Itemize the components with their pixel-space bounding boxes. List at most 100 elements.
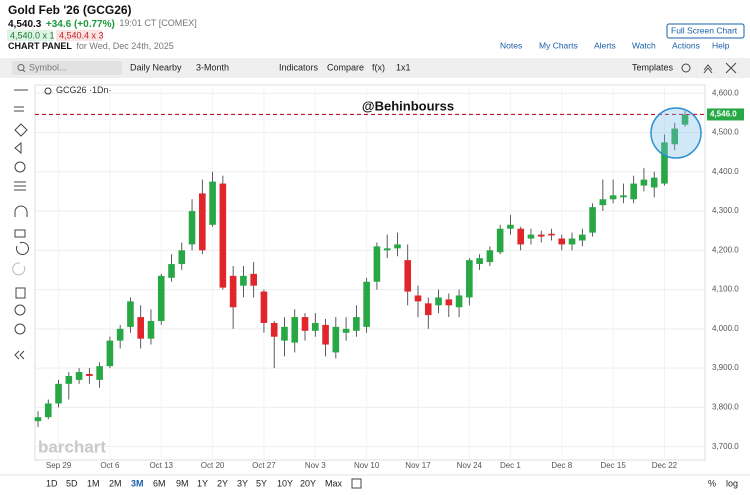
toolbar-item[interactable]: Indicators	[279, 62, 319, 72]
candle-body	[609, 195, 617, 200]
percent-toggle[interactable]: %	[708, 478, 716, 488]
header-link[interactable]: Notes	[500, 40, 522, 50]
panel-line: CHART PANEL for Wed, Dec 24th, 2025	[8, 41, 174, 51]
candle-body	[229, 275, 237, 308]
header-link[interactable]: Help	[712, 40, 730, 50]
grid: 3,700.0 3,800.0 3,900.0 4,000.0 4,100.0 4,200…	[35, 85, 739, 470]
candle-body	[517, 228, 524, 245]
range-button[interactable]: Max	[325, 478, 343, 488]
tool-zoom-in[interactable]	[14, 304, 26, 316]
settings-icon[interactable]	[681, 63, 691, 73]
candle-body	[127, 301, 134, 327]
range-button[interactable]: 9M	[176, 478, 189, 488]
header-link[interactable]: Watch	[632, 40, 656, 50]
candle-body	[311, 322, 319, 331]
bid: 4,540.0 x 1	[10, 30, 55, 40]
candle-body	[496, 228, 504, 253]
collapse-icon[interactable]	[703, 64, 713, 74]
candle-body	[414, 295, 422, 302]
x-tick-label: Oct 6	[100, 461, 120, 470]
range-button[interactable]: 1D	[46, 478, 58, 488]
candle-body	[250, 273, 257, 286]
toolbar-item[interactable]: 3-Month	[196, 62, 229, 72]
range-button[interactable]: 5Y	[256, 478, 267, 488]
ask: 4,540.4 x 3	[59, 30, 104, 40]
candle-body	[342, 328, 350, 333]
range-button[interactable]: 6M	[153, 478, 166, 488]
range-button[interactable]: 20Y	[300, 478, 316, 488]
candle-body	[44, 403, 52, 418]
tool-magnet[interactable]	[14, 205, 28, 217]
fullscreen-label[interactable]: Full Screen Chart	[671, 25, 738, 35]
candle-body	[147, 320, 155, 339]
candle-body	[219, 183, 227, 288]
log-toggle[interactable]: log	[726, 478, 738, 488]
tool-redo[interactable]	[12, 262, 26, 276]
y-tick-label: 3,800.0	[712, 402, 739, 411]
candle-body	[507, 224, 514, 229]
tool-undo[interactable]	[15, 241, 29, 255]
tool-text[interactable]	[14, 106, 24, 112]
tool-pattern[interactable]	[14, 181, 26, 191]
legend-eye[interactable]	[44, 87, 52, 95]
tool-arrow[interactable]	[14, 141, 22, 155]
candle-body	[579, 234, 586, 241]
fullscreen-button[interactable]	[666, 23, 745, 39]
panel-date: for Wed, Dec 24th, 2025	[76, 41, 173, 51]
tool-delete[interactable]	[15, 287, 26, 299]
search-icon	[17, 64, 25, 71]
expand-icon[interactable]	[725, 62, 737, 74]
x-tick-label: Nov 24	[457, 461, 483, 470]
header-link[interactable]: Alerts	[594, 40, 616, 50]
symbol-input[interactable]	[12, 61, 122, 75]
symbol-placeholder[interactable]: Symbol...	[29, 62, 67, 72]
x-tick-label: Oct 13	[149, 461, 173, 470]
range-button[interactable]: 2Y	[217, 478, 228, 488]
candle-body	[394, 244, 401, 249]
tool-zoom-out[interactable]	[14, 323, 26, 335]
header-link[interactable]: My Charts	[539, 40, 578, 50]
candle-body	[332, 326, 340, 353]
header-link[interactable]: Actions	[672, 40, 700, 50]
toolbar-item[interactable]: Daily Nearby	[130, 62, 182, 72]
candle-body	[486, 250, 494, 263]
toolbar-item[interactable]: 1x1	[396, 62, 411, 72]
toolbar-item[interactable]: f(x)	[372, 62, 385, 72]
candle-body	[209, 181, 216, 225]
candle-body	[168, 264, 175, 278]
bid-box	[7, 30, 53, 41]
x-tick-label: Oct 20	[201, 461, 225, 470]
candle-body	[537, 234, 545, 237]
tool-lock[interactable]	[14, 229, 26, 238]
range-button[interactable]: 5D	[66, 478, 78, 488]
candle-body	[106, 340, 114, 367]
range-button[interactable]: 2M	[109, 478, 122, 488]
range-button[interactable]: 10Y	[277, 478, 293, 488]
x-tick-label: Nov 17	[405, 461, 431, 470]
range-button[interactable]: 1Y	[197, 478, 208, 488]
range-button[interactable]: 3Y	[237, 478, 248, 488]
tool-shape[interactable]	[14, 123, 28, 137]
templates[interactable]: Templates	[632, 62, 674, 72]
calendar-icon[interactable]	[351, 478, 362, 489]
tool-collapse[interactable]	[14, 350, 25, 360]
candle-body	[424, 303, 432, 316]
legend-label: GCG26 ·1Dn·	[56, 85, 112, 95]
range-button[interactable]: 3M	[131, 478, 144, 488]
y-tick-label: 4,600.0	[712, 88, 739, 97]
candle-body	[650, 177, 658, 188]
last-price: 4,540.3	[8, 19, 42, 30]
range-button[interactable]: 1M	[87, 478, 100, 488]
candle-body	[589, 207, 596, 233]
candle-body	[527, 234, 535, 239]
candle-body	[363, 281, 370, 327]
y-tick-label: 3,900.0	[712, 363, 739, 372]
tool-fib[interactable]	[14, 161, 26, 173]
candle-body	[599, 199, 607, 206]
last-price-label: 4,546.0	[710, 110, 737, 119]
candle-body	[240, 275, 247, 286]
toolbar	[0, 58, 750, 78]
ask-box	[56, 30, 102, 41]
toolbar-item[interactable]: Compare	[327, 62, 364, 72]
